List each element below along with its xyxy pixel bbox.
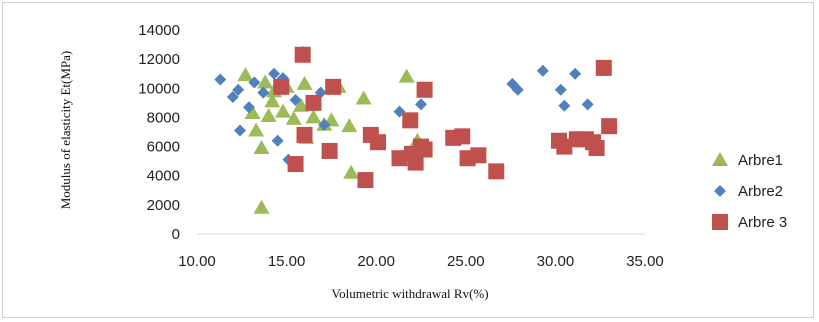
y-axis-title: Modulus of elasticity Et(MPa) <box>58 51 73 210</box>
data-point <box>588 140 605 157</box>
data-point <box>226 91 239 104</box>
legend-label: Arbre 3 <box>738 214 787 231</box>
data-point <box>398 68 415 83</box>
x-axis-title: Volumetric withdrawal Rv(%) <box>331 286 488 301</box>
y-axis-ticks: 0 2000 4000 6000 8000 10000 12000 14000 <box>138 22 180 243</box>
data-point <box>271 134 284 147</box>
y-tick-label: 4000 <box>147 168 180 185</box>
data-point <box>257 74 274 89</box>
x-tick-label: 15.00 <box>268 253 306 270</box>
data-point <box>237 67 254 82</box>
legend-label: Arbre1 <box>738 152 783 169</box>
data-point <box>369 134 386 151</box>
data-point <box>296 75 313 90</box>
series-1 <box>237 67 426 214</box>
data-point <box>321 142 338 159</box>
data-point <box>511 83 524 96</box>
data-point <box>287 156 304 173</box>
legend-marker <box>712 152 728 166</box>
legend-item: Arbre 3 <box>712 214 787 231</box>
data-point <box>296 126 313 143</box>
data-point <box>285 110 302 125</box>
data-point <box>232 83 245 96</box>
data-points <box>214 45 618 214</box>
data-point <box>268 67 281 80</box>
legend-item: Arbre1 <box>712 152 783 169</box>
data-point <box>242 101 255 114</box>
data-point <box>558 99 571 112</box>
data-point <box>581 98 594 111</box>
data-point <box>407 154 424 171</box>
y-tick-label: 10000 <box>138 80 180 97</box>
data-point <box>595 59 612 76</box>
data-point <box>294 46 311 63</box>
data-point <box>244 105 261 120</box>
x-tick-label: 20.00 <box>357 253 395 270</box>
data-point <box>234 124 247 137</box>
y-tick-label: 12000 <box>138 51 180 68</box>
data-point <box>214 73 227 86</box>
data-point <box>325 78 342 95</box>
data-point <box>341 118 358 133</box>
data-point <box>318 118 331 131</box>
data-point <box>257 86 270 99</box>
y-tick-label: 14000 <box>138 22 180 39</box>
data-point <box>402 112 419 129</box>
legend-item: Arbre2 <box>714 183 783 200</box>
y-tick-label: 6000 <box>147 139 180 156</box>
data-point <box>355 90 372 105</box>
data-point <box>305 109 322 124</box>
data-point <box>289 93 302 106</box>
data-point <box>415 98 427 111</box>
data-point <box>292 97 309 112</box>
y-tick-label: 0 <box>172 226 180 243</box>
data-point <box>470 147 487 164</box>
y-tick-label: 2000 <box>147 197 180 214</box>
data-point <box>343 164 360 179</box>
legend-marker <box>712 214 728 230</box>
legend-marker <box>714 185 726 197</box>
data-point <box>488 163 505 180</box>
data-point <box>554 83 567 96</box>
data-point <box>273 78 290 95</box>
data-point <box>357 172 374 189</box>
legend-label: Arbre2 <box>738 183 783 200</box>
data-point <box>275 103 292 118</box>
x-tick-label: 35.00 <box>626 253 664 270</box>
y-tick-label: 8000 <box>147 109 180 126</box>
data-point <box>248 76 261 89</box>
data-point <box>305 94 322 111</box>
x-tick-label: 25.00 <box>447 253 485 270</box>
x-tick-label: 10.00 <box>178 253 216 270</box>
data-point <box>264 93 281 108</box>
x-tick-label: 30.00 <box>537 253 575 270</box>
data-point <box>248 122 265 137</box>
data-point <box>391 150 408 167</box>
data-point <box>454 128 471 145</box>
data-point <box>556 138 573 155</box>
data-point <box>601 118 618 135</box>
data-point <box>253 140 270 155</box>
data-point <box>260 107 277 122</box>
data-point <box>536 64 549 77</box>
data-point <box>416 81 433 98</box>
data-point <box>569 67 582 80</box>
data-point <box>416 141 433 158</box>
series-3 <box>273 46 618 189</box>
legend: Arbre1 Arbre2 Arbre 3 <box>712 152 787 231</box>
data-point <box>253 199 270 214</box>
x-axis-ticks: 10.00 15.00 20.00 25.00 30.00 35.00 <box>178 253 664 270</box>
